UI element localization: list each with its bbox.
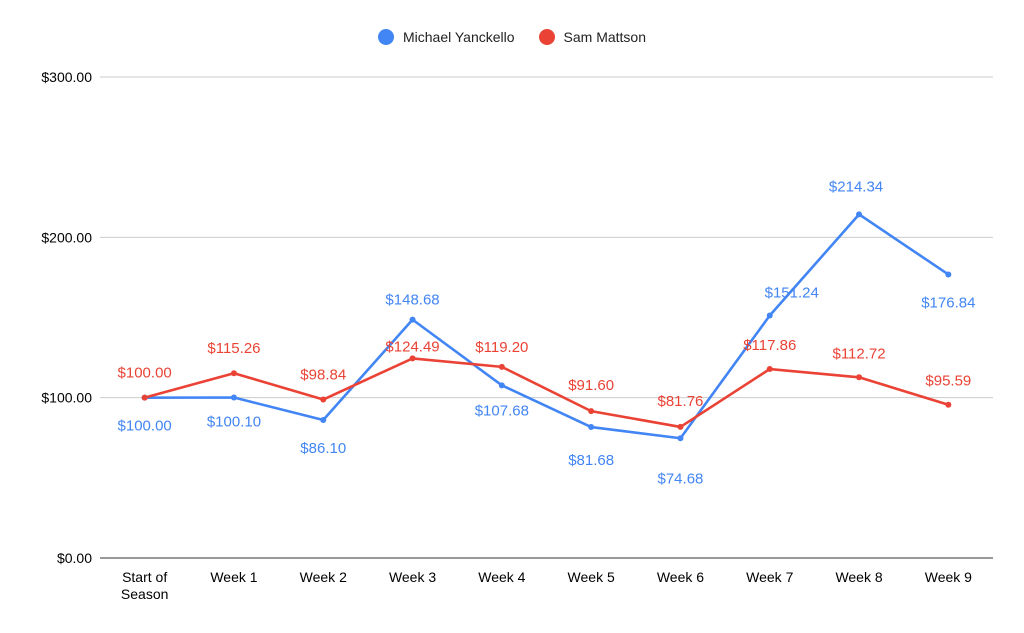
data-label: $91.60: [568, 377, 614, 394]
data-point: [409, 316, 416, 323]
data-point: [588, 424, 595, 431]
data-label: $86.10: [300, 440, 346, 457]
data-label: $81.76: [658, 393, 704, 410]
x-tick-label: Week 8: [835, 569, 882, 585]
data-point: [766, 366, 773, 373]
data-point: [856, 374, 863, 381]
x-tick-label: Week 7: [746, 569, 793, 585]
data-label: $119.20: [475, 339, 528, 356]
data-label: $176.84: [921, 294, 975, 311]
legend-label-sam-mattson: Sam Mattson: [563, 29, 647, 45]
legend-marker-michael-yanckello: [377, 29, 394, 45]
x-tick-label: Week 5: [568, 569, 615, 585]
legend-item-sam-mattson[interactable]: Sam Mattson: [538, 29, 647, 45]
legend-item-michael-yanckello[interactable]: Michael Yanckello: [377, 29, 515, 45]
data-label: $100.00: [118, 418, 172, 435]
legend: Michael Yanckello Sam Mattson: [0, 29, 1024, 45]
data-label: $151.24: [765, 285, 819, 302]
data-label: $74.68: [658, 470, 704, 487]
y-tick-label: $100.00: [41, 390, 92, 406]
data-label: $98.84: [300, 367, 346, 384]
y-tick-label: $0.00: [57, 550, 92, 566]
data-point: [498, 382, 505, 389]
data-point: [945, 401, 952, 408]
x-tick-label: Season: [121, 586, 168, 602]
data-point: [230, 370, 237, 377]
data-point: [766, 312, 773, 319]
x-tick-label: Week 2: [300, 569, 347, 585]
data-label: $124.49: [385, 338, 439, 355]
x-tick-label: Week 1: [210, 569, 257, 585]
y-tick-label: $200.00: [41, 229, 92, 245]
legend-marker-sam-mattson: [538, 29, 555, 45]
data-point: [588, 408, 595, 415]
legend-label-michael-yanckello: Michael Yanckello: [402, 29, 515, 45]
data-label: $214.34: [829, 178, 883, 195]
data-label: $117.86: [743, 337, 796, 354]
x-tick-label: Week 9: [925, 569, 972, 585]
data-label: $100.00: [118, 365, 172, 382]
data-label: $95.59: [925, 373, 971, 390]
data-point: [677, 435, 684, 442]
data-point: [677, 423, 684, 430]
series-line: [144, 357, 949, 429]
data-label: $112.72: [832, 345, 885, 362]
data-point: [498, 363, 505, 370]
x-tick-label: Week 4: [478, 569, 525, 585]
data-point: [945, 271, 952, 278]
data-label: $115.26: [207, 340, 260, 357]
data-point: [856, 211, 863, 218]
data-label: $100.10: [207, 414, 261, 431]
x-tick-label: Week 3: [389, 569, 436, 585]
data-label: $107.68: [475, 402, 529, 419]
data-point: [141, 394, 148, 401]
data-point: [409, 355, 416, 362]
x-tick-label: Start of: [122, 569, 167, 585]
series-line: [144, 213, 950, 440]
data-point: [230, 394, 237, 401]
y-tick-label: $300.00: [41, 69, 92, 85]
data-point: [320, 396, 327, 403]
data-label: $81.68: [568, 452, 614, 469]
data-point: [320, 416, 327, 423]
x-tick-label: Week 6: [657, 569, 704, 585]
data-label: $148.68: [385, 292, 439, 309]
